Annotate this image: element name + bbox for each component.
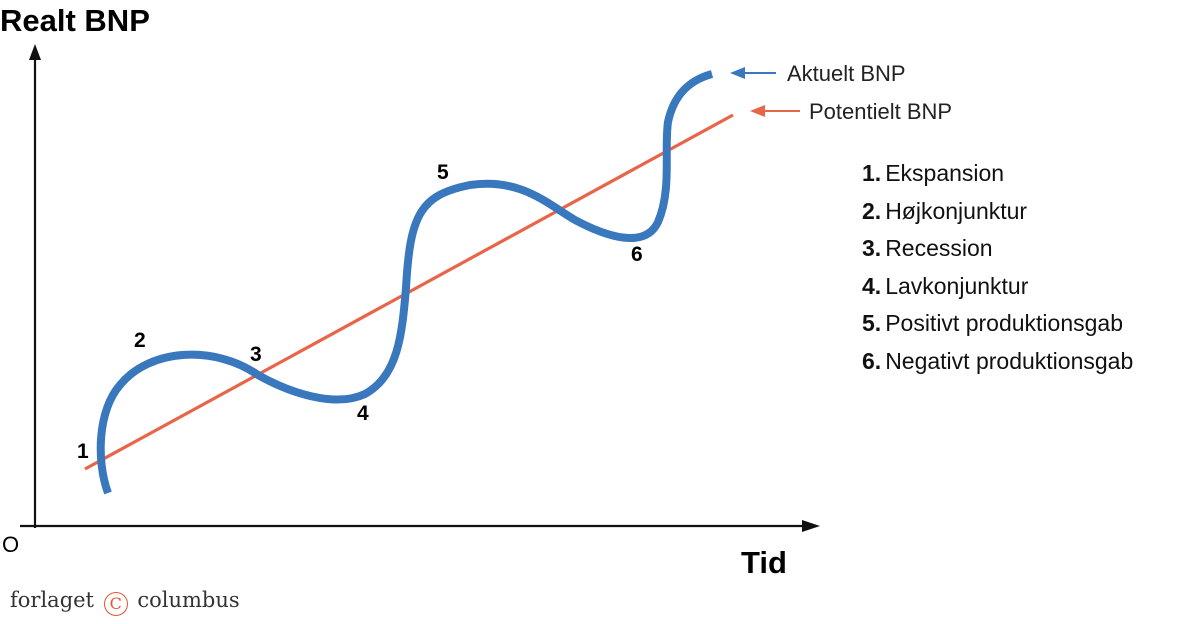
legend-number: 6. — [862, 347, 882, 374]
legend-text: Positivt produktionsgab — [885, 310, 1123, 337]
point-marker-3: 3 — [250, 343, 262, 366]
legend-text: Højkonjunktur — [885, 197, 1028, 224]
x-axis-label: Tid — [741, 545, 787, 580]
legend-text: Lavkonjunktur — [885, 272, 1029, 299]
actual-gdp-label: Aktuelt BNP — [787, 61, 906, 86]
publisher-name-part1: forlaget — [10, 588, 94, 612]
potential-gdp-arrowhead — [750, 105, 765, 117]
y-axis-arrowhead — [29, 44, 41, 60]
legend-text: Negativt produktionsgab — [885, 347, 1134, 374]
point-marker-1: 1 — [77, 440, 89, 463]
legend-number: 1. — [862, 160, 882, 186]
legend-number: 5. — [862, 310, 882, 337]
potential-gdp-label: Potentielt BNP — [809, 99, 952, 124]
publisher-logo: forlaget C columbus — [10, 588, 240, 616]
phase-legend: 1. Ekspansion 2. Højkonjunktur 3. Recession… — [862, 158, 1133, 384]
legend-item: 2. Højkonjunktur — [862, 196, 1133, 234]
legend-number: 2. — [862, 197, 882, 224]
publisher-mark-icon: C — [103, 592, 128, 616]
point-marker-5: 5 — [437, 161, 449, 184]
point-marker-6: 6 — [631, 243, 643, 266]
legend-item: 6. Negativt produktionsgab — [862, 346, 1133, 384]
legend-number: 3. — [862, 235, 882, 262]
legend-item: 4. Lavkonjunktur — [862, 271, 1133, 309]
actual-gdp-arrowhead — [730, 67, 745, 79]
origin-label: O — [2, 532, 19, 557]
point-marker-4: 4 — [357, 402, 369, 425]
legend-text: Recession — [885, 235, 993, 262]
y-axis-label: Realt BNP — [0, 3, 150, 38]
legend-item: 1. Ekspansion — [862, 158, 1133, 196]
legend-item: 5. Positivt produktionsgab — [862, 308, 1133, 346]
legend-number: 4. — [862, 272, 882, 299]
point-marker-2: 2 — [134, 329, 146, 352]
publisher-name-part2: columbus — [137, 588, 240, 612]
x-axis-arrowhead — [802, 520, 820, 532]
legend-text: Ekspansion — [885, 160, 1005, 186]
actual-gdp-curve — [96, 70, 714, 495]
legend-item: 3. Recession — [862, 233, 1133, 271]
